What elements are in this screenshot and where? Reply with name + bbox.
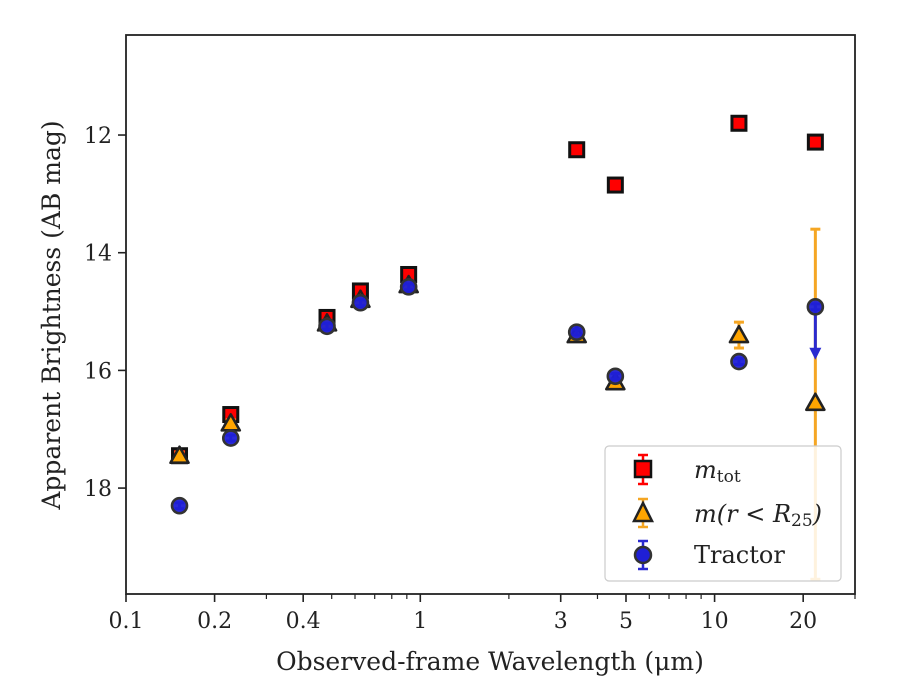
legend-mtot-main: m	[694, 456, 717, 484]
data-point-square	[730, 114, 748, 132]
legend-mr25-close: )	[812, 500, 822, 528]
upper-limit-arrow	[809, 347, 822, 360]
y-tick-label: 14	[84, 242, 112, 267]
legend-mr25-sub: 25	[791, 511, 813, 531]
legend-mtot-label: mtot	[694, 456, 741, 487]
legend-entry-tractor: Tractor	[633, 539, 785, 571]
x-tick-label: 0.4	[286, 609, 321, 634]
y-tick-label: 18	[84, 477, 112, 502]
legend-mtot-sub: tot	[717, 467, 741, 487]
y-axis: 12 14 16 18	[84, 124, 126, 502]
legend: mtot m(r < R25) Tractor	[604, 445, 842, 582]
legend-entry-mr25: m(r < R25)	[631, 497, 822, 531]
data-point-triangle	[805, 392, 826, 412]
data-point-circle	[806, 298, 825, 316]
data-point-circle	[606, 367, 625, 386]
data-point-triangle	[169, 445, 190, 465]
data-point-circle	[399, 278, 418, 296]
x-tick-label: 20	[789, 609, 817, 634]
data-point-square	[806, 133, 824, 151]
legend-tractor-marker	[633, 545, 653, 565]
legend-mtot-marker	[633, 459, 653, 479]
y-tick-label: 16	[84, 359, 112, 384]
x-axis-label: Observed-frame Wavelength (μm)	[276, 647, 704, 676]
legend-tractor-label: Tractor	[694, 541, 785, 569]
x-tick-label: 1	[413, 609, 427, 634]
x-tick-label: 3	[554, 609, 568, 634]
y-tick-label: 12	[84, 124, 112, 149]
x-tick-label: 0.2	[197, 609, 232, 634]
data-point-circle	[170, 496, 189, 515]
data-point-circle	[567, 323, 586, 341]
data-marks	[169, 114, 826, 581]
legend-mr25-label: m(r < R25)	[694, 500, 822, 531]
x-tick-label: 10	[701, 609, 729, 634]
data-point-triangle	[728, 324, 750, 344]
legend-mr25-marker	[631, 500, 655, 523]
data-point-square	[606, 176, 624, 194]
legend-entry-mtot: mtot	[633, 453, 741, 487]
legend-frame	[604, 445, 842, 582]
series-circle	[170, 278, 825, 515]
data-point-circle	[351, 293, 370, 312]
data-point-circle	[730, 352, 748, 371]
y-axis-label: Apparent Brightness (AB mag)	[37, 120, 66, 510]
data-point-circle	[318, 317, 336, 336]
data-point-square	[568, 141, 586, 159]
x-tick-label: 5	[619, 609, 633, 634]
legend-mr25-main: m(r < R	[694, 500, 791, 528]
x-axis: 0.1 0.2 0.4 1 3 5 10 20	[109, 594, 856, 634]
data-point-circle	[221, 429, 240, 447]
x-tick-label: 0.1	[109, 609, 144, 634]
